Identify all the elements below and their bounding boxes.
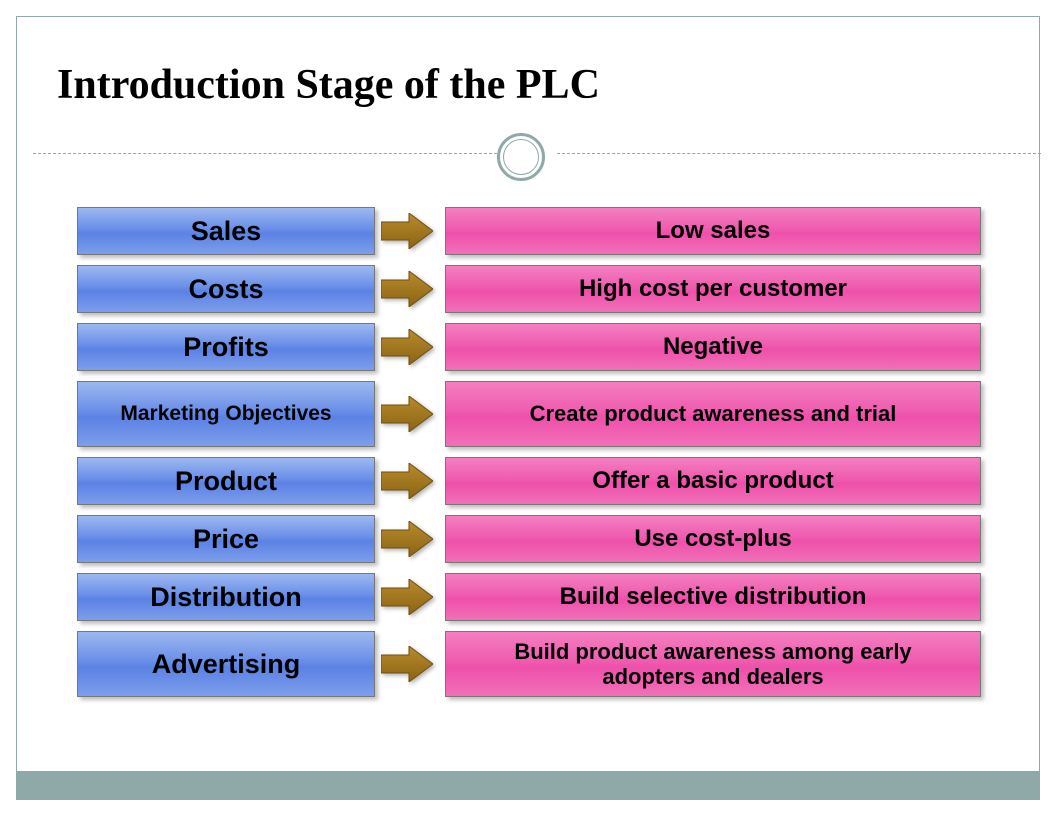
- arrow-icon: [381, 271, 433, 307]
- footer-bar: [17, 771, 1039, 799]
- arrow-cell: [375, 265, 445, 313]
- table-row: Advertising Build product awareness amon…: [77, 631, 981, 697]
- description-value: Offer a basic product: [445, 457, 981, 505]
- category-label: Profits: [77, 323, 375, 371]
- category-label: Distribution: [77, 573, 375, 621]
- description-value: Use cost-plus: [445, 515, 981, 563]
- category-label: Costs: [77, 265, 375, 313]
- table-row: Price Use cost-plus: [77, 515, 981, 563]
- category-label: Marketing Objectives: [77, 381, 375, 447]
- table-row: Sales Low sales: [77, 207, 981, 255]
- arrow-cell: [375, 631, 445, 697]
- decorative-ring: [497, 133, 545, 181]
- slide-title: Introduction Stage of the PLC: [57, 61, 600, 109]
- category-label: Price: [77, 515, 375, 563]
- table-row: Marketing Objectives Create product awar…: [77, 381, 981, 447]
- slide-frame: Introduction Stage of the PLC Sales Low …: [16, 16, 1040, 800]
- content-table: Sales Low sales Costs High cost per custo…: [77, 207, 981, 697]
- arrow-icon: [381, 396, 433, 432]
- arrow-icon: [381, 329, 433, 365]
- title-divider-left: [33, 153, 497, 154]
- description-value: High cost per customer: [445, 265, 981, 313]
- arrow-icon: [381, 646, 433, 682]
- arrow-cell: [375, 323, 445, 371]
- arrow-cell: [375, 573, 445, 621]
- arrow-cell: [375, 207, 445, 255]
- description-value: Build product awareness among early adop…: [445, 631, 981, 697]
- arrow-icon: [381, 579, 433, 615]
- table-row: Profits Negative: [77, 323, 981, 371]
- category-label: Product: [77, 457, 375, 505]
- description-value: Create product awareness and trial: [445, 381, 981, 447]
- description-value: Build selective distribution: [445, 573, 981, 621]
- arrow-cell: [375, 381, 445, 447]
- title-divider-right: [557, 153, 1041, 154]
- table-row: Distribution Build selective distributio…: [77, 573, 981, 621]
- table-row: Product Offer a basic product: [77, 457, 981, 505]
- arrow-icon: [381, 521, 433, 557]
- arrow-cell: [375, 457, 445, 505]
- category-label: Sales: [77, 207, 375, 255]
- description-value: Low sales: [445, 207, 981, 255]
- category-label: Advertising: [77, 631, 375, 697]
- arrow-icon: [381, 463, 433, 499]
- description-value: Negative: [445, 323, 981, 371]
- arrow-cell: [375, 515, 445, 563]
- arrow-icon: [381, 213, 433, 249]
- table-row: Costs High cost per customer: [77, 265, 981, 313]
